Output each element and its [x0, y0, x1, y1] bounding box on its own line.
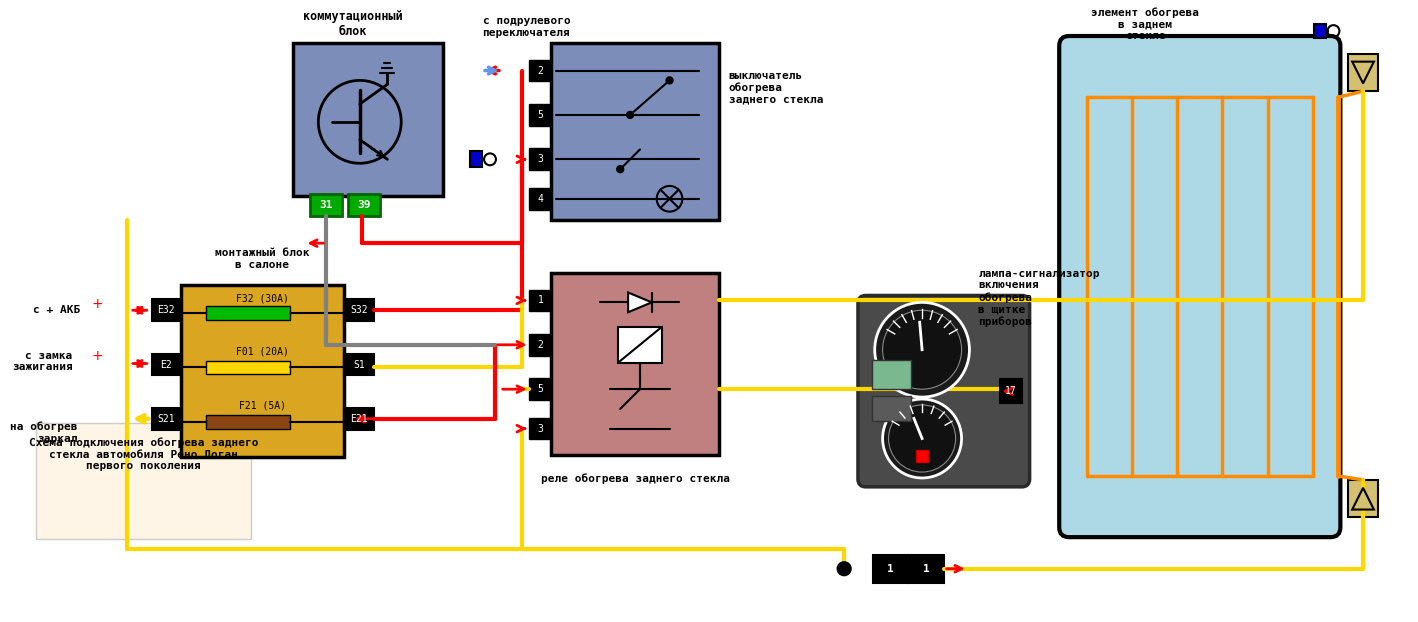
Text: 17: 17 [1005, 386, 1017, 396]
Text: F01 (20A): F01 (20A) [235, 346, 288, 356]
Text: 5: 5 [537, 384, 543, 394]
Text: 1: 1 [888, 564, 893, 573]
Bar [529, 60, 552, 81]
Bar [529, 418, 552, 440]
Bar [345, 408, 373, 430]
Bar [345, 354, 373, 375]
Bar [529, 188, 552, 210]
Bar [618, 327, 662, 363]
Text: 3: 3 [537, 424, 543, 434]
Bar [347, 194, 380, 216]
Text: 5: 5 [537, 110, 543, 120]
Text: E32: E32 [157, 305, 176, 315]
Circle shape [617, 165, 624, 173]
Text: 1: 1 [537, 295, 543, 305]
Text: S21: S21 [157, 414, 176, 424]
Text: 4: 4 [537, 194, 543, 204]
Text: S1: S1 [353, 360, 364, 369]
Text: реле обогрева заднего стекла: реле обогрева заднего стекла [540, 473, 729, 484]
Bar [471, 151, 482, 167]
Bar [872, 360, 912, 389]
Bar [37, 423, 251, 539]
Bar [529, 149, 552, 170]
Text: 39: 39 [357, 200, 370, 210]
Text: выключатель
обогрева
заднего стекла: выключатель обогрева заднего стекла [729, 70, 824, 104]
Circle shape [882, 399, 961, 478]
Circle shape [875, 302, 970, 397]
Text: E21: E21 [350, 414, 367, 424]
Bar [529, 334, 552, 356]
Bar [206, 415, 289, 429]
Bar [1313, 24, 1326, 38]
Text: монтажный блок
в салоне: монтажный блок в салоне [216, 248, 309, 270]
Text: коммутационный
блок: коммутационный блок [303, 10, 403, 38]
Bar [1349, 480, 1378, 518]
Text: лампа-сигнализатор
включения
обогрева
в щитке
приборов: лампа-сигнализатор включения обогрева в … [978, 269, 1100, 327]
Text: 1: 1 [923, 564, 929, 573]
Circle shape [666, 77, 674, 84]
Bar [311, 194, 342, 216]
Bar [152, 354, 182, 375]
Text: элемент обогрева
в заднем
стекле: элемент обогрева в заднем стекле [1090, 7, 1200, 41]
Text: +: + [92, 349, 104, 363]
Text: 2: 2 [537, 65, 543, 75]
FancyBboxPatch shape [858, 295, 1029, 487]
FancyBboxPatch shape [1059, 36, 1340, 537]
Text: 3: 3 [537, 154, 543, 164]
Circle shape [882, 310, 961, 389]
Bar [206, 361, 289, 374]
Bar [916, 450, 927, 462]
Bar [152, 408, 182, 430]
Polygon shape [1353, 62, 1374, 83]
Bar [292, 43, 442, 196]
Bar [345, 299, 373, 321]
Bar [1000, 379, 1022, 403]
Polygon shape [1353, 488, 1374, 509]
Text: с замка
зажигания: с замка зажигания [11, 351, 72, 373]
Text: 31: 31 [319, 200, 333, 210]
Bar [206, 306, 289, 320]
Bar [152, 299, 182, 321]
Text: F32 (30A): F32 (30A) [235, 294, 288, 304]
Circle shape [889, 405, 956, 472]
Bar [552, 43, 719, 220]
Text: на обогрев
заркал: на обогрев заркал [10, 422, 78, 443]
Text: с + АКБ: с + АКБ [34, 305, 81, 315]
Bar [529, 290, 552, 311]
Text: 2: 2 [537, 340, 543, 350]
Text: E2: E2 [160, 360, 173, 369]
Text: с подрулевого
переключателя: с подрулевого переключателя [482, 16, 570, 38]
Bar [529, 378, 552, 400]
Bar [909, 555, 944, 583]
Circle shape [837, 562, 851, 575]
Bar [182, 285, 345, 457]
Bar [872, 555, 909, 583]
Text: Схема подключения обогрева заднего
стекла автомобиля Рено Логан
первого поколени: Схема подключения обогрева заднего стекл… [28, 437, 258, 471]
Circle shape [627, 111, 634, 118]
Text: +: + [92, 297, 104, 312]
Bar [552, 273, 719, 455]
Polygon shape [628, 292, 652, 312]
Text: F21 (5A): F21 (5A) [238, 401, 285, 411]
Bar [872, 396, 912, 420]
Bar [529, 104, 552, 126]
Text: S32: S32 [350, 305, 367, 315]
Bar [1349, 53, 1378, 91]
